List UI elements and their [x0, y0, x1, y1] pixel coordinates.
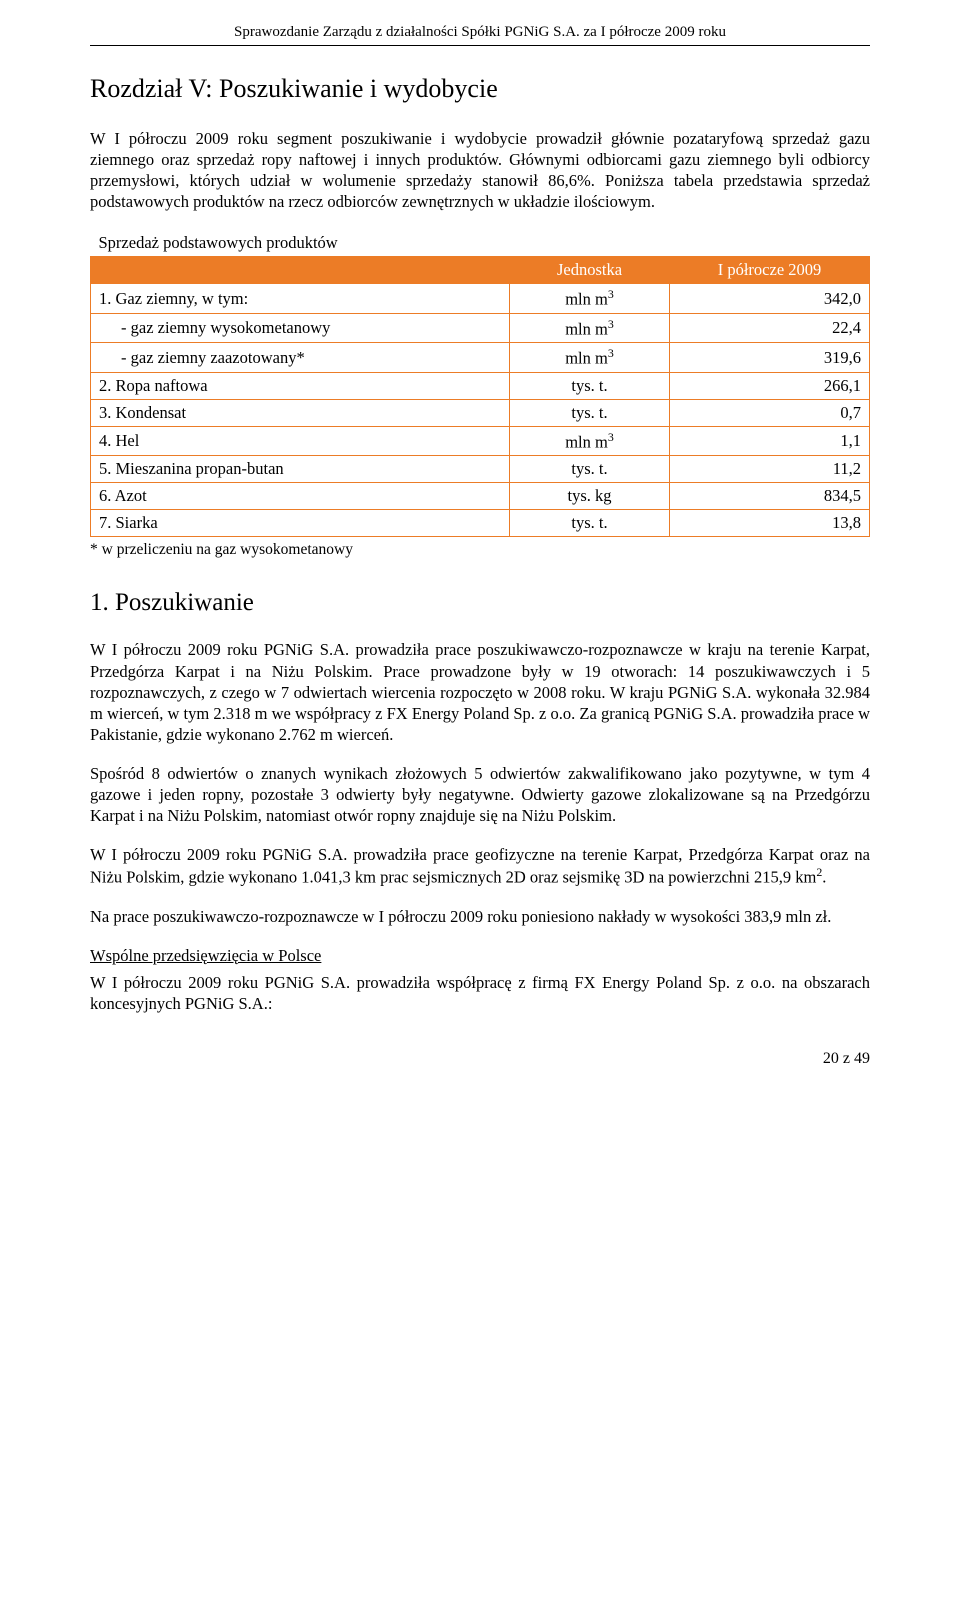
- table-header-period: I półrocze 2009: [670, 257, 870, 284]
- table-cell-value: 1,1: [670, 426, 870, 456]
- intro-paragraph: W I półroczu 2009 roku segment poszukiwa…: [90, 128, 870, 212]
- paragraph-1: W I półroczu 2009 roku PGNiG S.A. prowad…: [90, 639, 870, 745]
- table-row: 3. Kondensattys. t.0,7: [91, 399, 870, 426]
- table-cell-label: 6. Azot: [91, 483, 510, 510]
- table-cell-label: - gaz ziemny wysokometanowy: [91, 313, 510, 343]
- page-number: 20 z 49: [90, 1050, 870, 1068]
- paragraph-3: W I półroczu 2009 roku PGNiG S.A. prowad…: [90, 844, 870, 888]
- table-cell-value: 834,5: [670, 483, 870, 510]
- table-row: 1. Gaz ziemny, w tym:mln m3342,0: [91, 284, 870, 314]
- table-cell-value: 319,6: [670, 343, 870, 373]
- table-body: 1. Gaz ziemny, w tym:mln m3342,0- gaz zi…: [91, 284, 870, 537]
- table-cell-value: 22,4: [670, 313, 870, 343]
- table-cell-label: 4. Hel: [91, 426, 510, 456]
- table-row: 2. Ropa naftowatys. t.266,1: [91, 372, 870, 399]
- table-cell-unit: tys. kg: [510, 483, 670, 510]
- table-cell-label: 1. Gaz ziemny, w tym:: [91, 284, 510, 314]
- table-footnote: * w przeliczeniu na gaz wysokometanowy: [90, 541, 870, 559]
- page-header: Sprawozdanie Zarządu z działalności Spół…: [90, 24, 870, 46]
- table-cell-label: 2. Ropa naftowa: [91, 372, 510, 399]
- table-cell-value: 11,2: [670, 456, 870, 483]
- table-row: 6. Azottys. kg834,5: [91, 483, 870, 510]
- table-row: 4. Helmln m31,1: [91, 426, 870, 456]
- table-row: 7. Siarkatys. t.13,8: [91, 510, 870, 537]
- table-cell-label: 3. Kondensat: [91, 399, 510, 426]
- document-page: Sprawozdanie Zarządu z działalności Spół…: [0, 0, 960, 1108]
- table-cell-unit: tys. t.: [510, 372, 670, 399]
- table-title: Sprzedaż podstawowych produktów: [91, 230, 510, 257]
- table-header-unit: Jednostka: [510, 257, 670, 284]
- table-cell-value: 0,7: [670, 399, 870, 426]
- table-cell-unit: mln m3: [510, 313, 670, 343]
- section-1-heading: 1. Poszukiwanie: [90, 589, 870, 617]
- table-row: - gaz ziemny wysokometanowymln m322,4: [91, 313, 870, 343]
- table-cell-unit: mln m3: [510, 426, 670, 456]
- products-table: Sprzedaż podstawowych produktów Jednostk…: [90, 230, 870, 537]
- table-row: 5. Mieszanina propan-butantys. t.11,2: [91, 456, 870, 483]
- subheading-joint-ventures: Wspólne przedsięwzięcia w Polsce: [90, 945, 870, 966]
- table-cell-value: 342,0: [670, 284, 870, 314]
- table-cell-value: 13,8: [670, 510, 870, 537]
- table-cell-unit: tys. t.: [510, 510, 670, 537]
- chapter-title: Rozdział V: Poszukiwanie i wydobycie: [90, 74, 870, 104]
- table-row: - gaz ziemny zaazotowany*mln m3319,6: [91, 343, 870, 373]
- table-cell-unit: mln m3: [510, 343, 670, 373]
- paragraph-5: W I półroczu 2009 roku PGNiG S.A. prowad…: [90, 972, 870, 1014]
- table-cell-label: 7. Siarka: [91, 510, 510, 537]
- table-cell-value: 266,1: [670, 372, 870, 399]
- table-cell-unit: tys. t.: [510, 456, 670, 483]
- table-header-blank: [91, 257, 510, 284]
- table-cell-unit: mln m3: [510, 284, 670, 314]
- paragraph-4: Na prace poszukiwawczo-rozpoznawcze w I …: [90, 906, 870, 927]
- table-cell-label: - gaz ziemny zaazotowany*: [91, 343, 510, 373]
- paragraph-2: Spośród 8 odwiertów o znanych wynikach z…: [90, 763, 870, 826]
- table-cell-unit: tys. t.: [510, 399, 670, 426]
- table-cell-label: 5. Mieszanina propan-butan: [91, 456, 510, 483]
